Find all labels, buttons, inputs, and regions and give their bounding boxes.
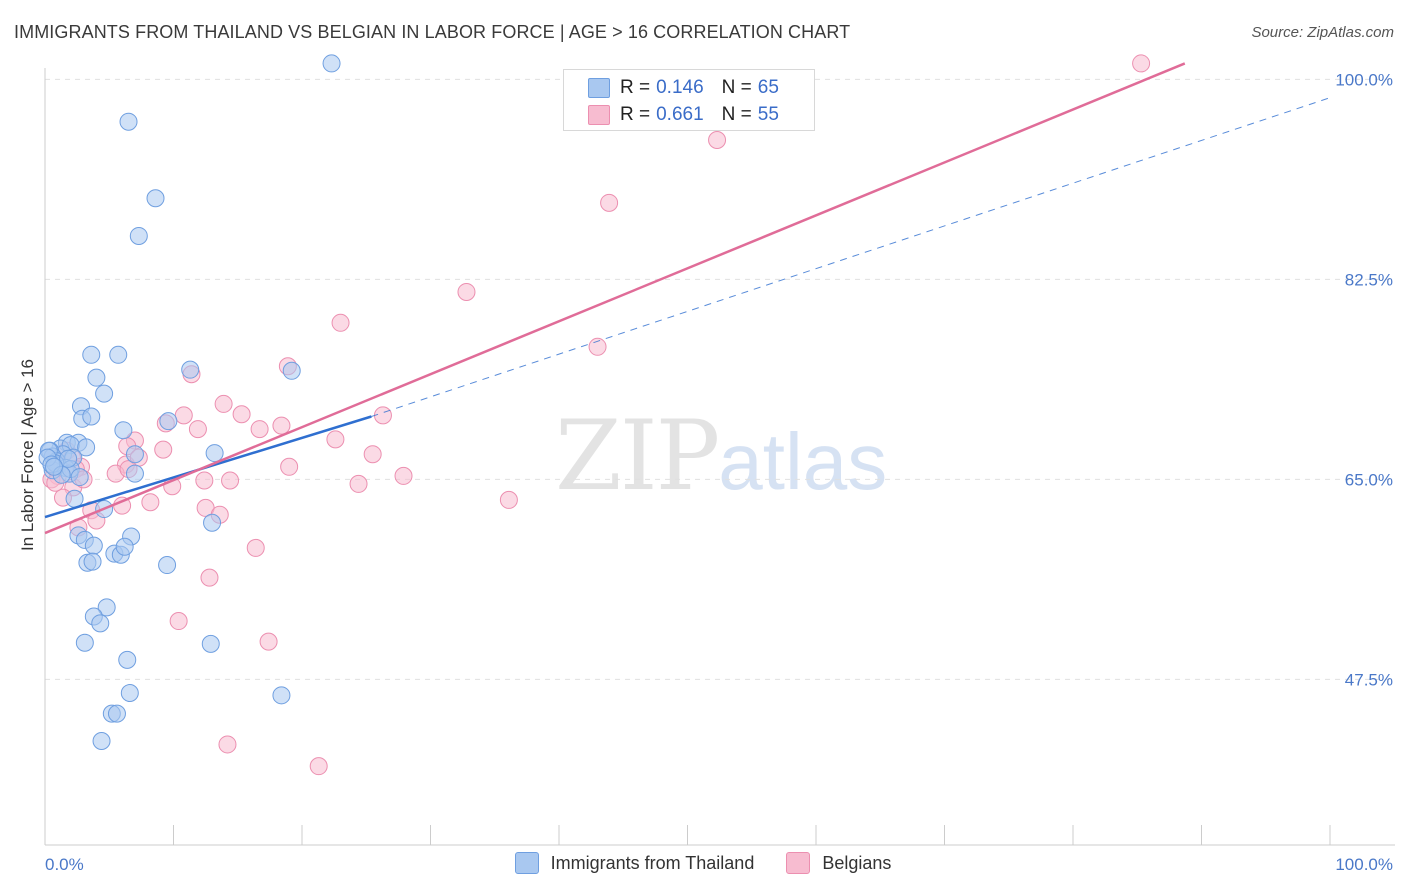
belgians-point — [232, 405, 251, 424]
thailand-point — [87, 368, 106, 387]
belgians-point — [195, 471, 214, 490]
chart-title: IMMIGRANTS FROM THAILAND VS BELGIAN IN L… — [14, 22, 851, 42]
belgians-point — [259, 632, 278, 651]
thailand-point — [115, 537, 134, 556]
thailand-point — [129, 226, 148, 245]
belgians-point — [1132, 54, 1151, 73]
thailand-point — [205, 444, 224, 463]
thailand-point — [91, 614, 110, 633]
legend-row-belgians: R = 0.661 N = 55 — [588, 104, 779, 126]
legend-n-label: N = — [721, 77, 752, 98]
thailand-point — [92, 732, 111, 751]
legend-label-thailand: Immigrants from Thailand — [550, 852, 755, 873]
thailand-point — [114, 421, 133, 440]
legend-n-label: N = — [721, 104, 752, 125]
belgians-point — [457, 282, 476, 301]
thailand-point — [201, 634, 220, 653]
y-tick-label: 82.5% — [1345, 270, 1393, 289]
thailand-point — [84, 536, 103, 555]
legend-r-value: 0.146 — [656, 77, 704, 98]
watermark: ZIPatlas — [555, 400, 887, 512]
y-tick-label: 47.5% — [1345, 670, 1393, 689]
thailand-point — [75, 633, 94, 652]
legend-swatch-blue — [514, 852, 539, 874]
thailand-point — [44, 457, 63, 476]
source-credit: Source: ZipAtlas.com — [1251, 24, 1394, 41]
belgians-point — [588, 337, 607, 356]
thailand-point — [159, 412, 178, 431]
legend-n-value: 65 — [757, 77, 779, 98]
y-tick-label: 100.0% — [1335, 70, 1393, 89]
thailand-point — [83, 552, 102, 571]
legend-swatch-pink — [588, 105, 610, 125]
belgians-trend-line — [44, 62, 1186, 535]
legend-r-label: R = — [620, 77, 651, 98]
correlation-legend: R = 0.146 N = 65 R = 0.661 N = 55 — [563, 69, 815, 131]
thailand-point — [82, 407, 101, 426]
belgians-point — [246, 538, 265, 557]
legend-label-belgians: Belgians — [822, 852, 892, 873]
thailand-point — [203, 513, 222, 532]
thailand-point — [322, 54, 341, 73]
thailand-point — [65, 489, 84, 508]
belgians-point — [499, 490, 518, 509]
thailand-point — [282, 361, 301, 380]
belgians-point — [154, 440, 173, 459]
thailand-trend-extension — [371, 97, 1331, 417]
belgians-point — [250, 420, 269, 439]
series-legend: Immigrants from Thailand Belgians — [0, 852, 1406, 874]
belgians-point — [169, 612, 188, 631]
thailand-point — [118, 650, 137, 669]
belgians-point — [272, 416, 291, 435]
belgians-point — [174, 406, 193, 425]
thailand-point — [272, 686, 291, 705]
legend-r-value: 0.661 — [656, 104, 704, 125]
belgians-point — [394, 466, 413, 485]
thailand-point — [125, 445, 144, 464]
belgians-point — [600, 193, 619, 212]
thailand-point — [120, 684, 139, 703]
watermark-atlas: atlas — [718, 417, 888, 506]
thailand-point — [59, 449, 78, 468]
belgians-point — [363, 445, 382, 464]
belgians-point — [708, 130, 727, 149]
legend-r-label: R = — [620, 104, 651, 125]
belgians-point — [280, 457, 299, 476]
x-tick-label: 0.0% — [45, 855, 84, 874]
thailand-point — [70, 468, 89, 487]
legend-swatch-blue — [588, 78, 610, 98]
belgians-point — [188, 420, 207, 439]
belgians-point — [373, 406, 392, 425]
belgians-point — [309, 757, 328, 776]
belgians-point — [349, 474, 368, 493]
thailand-point — [119, 112, 138, 131]
belgians-point — [326, 430, 345, 449]
thailand-point — [146, 189, 165, 208]
thailand-point — [95, 384, 114, 403]
legend-row-thailand: R = 0.146 N = 65 — [588, 77, 779, 99]
thailand-point — [107, 704, 126, 723]
thailand-point — [125, 464, 144, 483]
y-tick-label: 65.0% — [1345, 470, 1393, 489]
belgians-point — [214, 394, 233, 413]
legend-n-value: 55 — [757, 104, 779, 125]
thailand-point — [109, 345, 128, 364]
belgians-point — [221, 471, 240, 490]
thailand-point — [97, 598, 116, 617]
belgians-point — [218, 735, 237, 754]
belgians-point — [141, 493, 160, 512]
x-tick-label: 100.0% — [1335, 855, 1393, 874]
thailand-point — [77, 438, 96, 457]
legend-swatch-pink — [786, 852, 811, 874]
belgians-point — [331, 313, 350, 332]
legend-item-belgians: Belgians — [786, 852, 891, 874]
legend-item-thailand: Immigrants from Thailand — [514, 852, 755, 874]
watermark-zip: ZIP — [555, 400, 720, 512]
belgians-point — [200, 568, 219, 587]
thailand-point — [82, 345, 101, 364]
thailand-point — [181, 360, 200, 379]
thailand-point — [158, 556, 177, 575]
